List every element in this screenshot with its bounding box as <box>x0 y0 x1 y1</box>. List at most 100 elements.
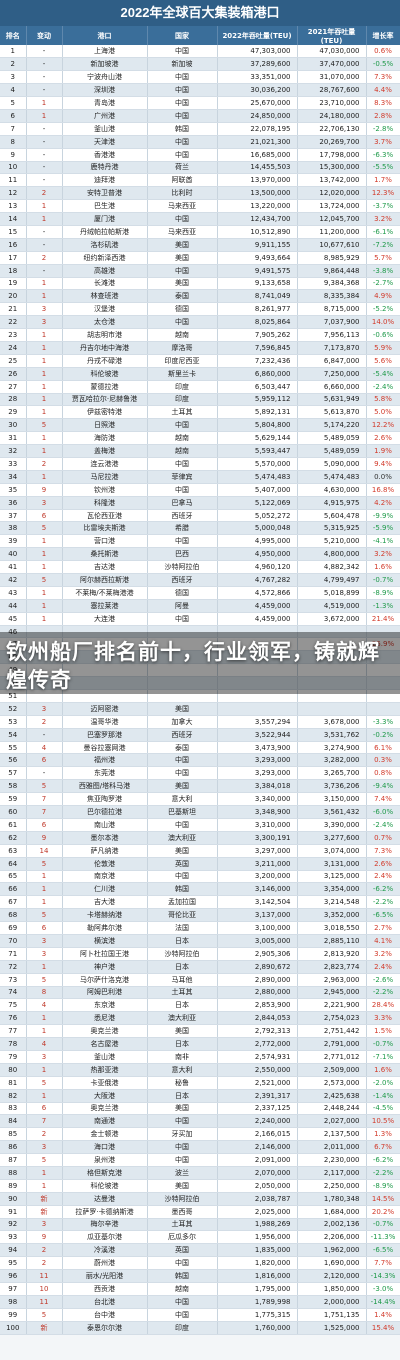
teu-2021-cell: 3,390,000 <box>297 818 367 832</box>
teu-2021-cell: 3,125,000 <box>297 870 367 884</box>
teu-2022-cell: 2,853,900 <box>217 998 298 1013</box>
country-cell: 法国 <box>147 921 218 935</box>
change-cell: 1 <box>26 1063 63 1077</box>
growth-cell: -0.5% <box>366 57 400 72</box>
port-cell <box>62 625 148 639</box>
change-cell: 1 <box>26 380 63 394</box>
change-cell: 2 <box>26 1127 63 1142</box>
growth-cell <box>366 702 400 716</box>
growth-cell: 1.6% <box>366 1063 400 1077</box>
rank-cell: 52 <box>0 702 27 716</box>
country-cell: 马来西亚 <box>147 225 218 239</box>
rank-cell: 44 <box>0 599 27 613</box>
rank-cell: 29 <box>0 405 27 420</box>
teu-2021-cell: 2,230,000 <box>297 1153 367 1167</box>
country-cell: 中国 <box>147 1114 218 1129</box>
teu-2021-cell: 5,489,059 <box>297 431 367 446</box>
column-header: 港口 <box>62 26 148 45</box>
rank-cell: 84 <box>0 1114 27 1129</box>
teu-2021-cell: 1,690,000 <box>297 1256 367 1271</box>
teu-2021-cell: 2,754,023 <box>297 1011 367 1026</box>
country-cell: 牙买加 <box>147 1127 218 1142</box>
rank-cell: 67 <box>0 895 27 910</box>
teu-2021-cell: 5,474,483 <box>297 470 367 484</box>
growth-cell: -5.5% <box>366 161 400 175</box>
country-cell: 西班牙 <box>147 573 218 587</box>
change-cell: 7 <box>26 805 63 819</box>
growth-cell: 5.0% <box>366 405 400 420</box>
port-cell: 林查班港 <box>62 289 148 304</box>
teu-2022-cell: 1,789,998 <box>217 1295 298 1309</box>
port-cell: 营口港 <box>62 534 148 549</box>
country-cell <box>147 676 218 691</box>
port-cell: 墨尔本港 <box>62 831 148 845</box>
teu-2022-cell: 3,005,000 <box>217 934 298 948</box>
change-cell: 2 <box>26 1256 63 1271</box>
teu-2022-cell: 1,988,269 <box>217 1218 298 1232</box>
table-row: 21 3 汉堡港 德国 8,261,977 8,715,000 -5.2% <box>0 302 400 317</box>
table-row: 27 1 蒙德拉港 印度 6,503,447 6,660,000 -2.4% <box>0 380 400 394</box>
teu-2021-cell: 2,425,638 <box>297 1089 367 1103</box>
teu-2022-cell: 4,995,000 <box>217 534 298 549</box>
teu-2022-cell: 12,434,700 <box>217 212 298 226</box>
change-cell: 6 <box>26 509 63 523</box>
port-cell: 横滨港 <box>62 934 148 948</box>
teu-2021-cell: 12,020,000 <box>297 186 367 201</box>
table-row: 33 2 连云港港 中国 5,570,000 5,090,000 9.4% <box>0 457 400 471</box>
teu-2022-cell: 3,293,000 <box>217 753 298 768</box>
growth-cell: -14.4% <box>366 1295 400 1309</box>
change-cell: 5 <box>26 1308 63 1322</box>
rank-cell: 5 <box>0 96 27 110</box>
rank-cell: 99 <box>0 1308 27 1322</box>
rank-cell: 41 <box>0 560 27 575</box>
growth-cell: 3.7% <box>366 135 400 149</box>
table-row: 23 1 胡志明市港 越南 7,905,262 7,956,113 -0.6% <box>0 328 400 342</box>
country-cell: 荷兰 <box>147 161 218 175</box>
teu-2021-cell: 6,847,000 <box>297 354 367 368</box>
teu-2021-cell: 6,660,000 <box>297 380 367 394</box>
teu-2022-cell: 2,905,306 <box>217 947 298 961</box>
rank-cell: 56 <box>0 753 27 768</box>
country-cell: 日本 <box>147 960 218 974</box>
table-row: 9- 香港港 中国 16,685,000 17,798,000 -6.3% <box>0 148 400 162</box>
teu-2022-cell: 9,133,658 <box>217 277 298 291</box>
rank-cell: 36 <box>0 496 27 510</box>
teu-2021-cell: 47,030,000 <box>297 45 367 59</box>
change-cell: 5 <box>26 521 63 536</box>
teu-2021-cell: 2,137,500 <box>297 1127 367 1142</box>
growth-cell: -2.2% <box>366 986 400 1000</box>
teu-2021-cell: 3,678,000 <box>297 715 367 729</box>
table-row: 13 1 巴生港 马来西亚 13,220,000 13,724,000 -3.7% <box>0 199 400 214</box>
port-cell: 达曼港 <box>62 1192 148 1206</box>
growth-cell: 0.0% <box>366 470 400 484</box>
rank-cell: 14 <box>0 212 27 226</box>
change-cell: 8 <box>26 986 63 1000</box>
port-cell: 塞拉莱港 <box>62 599 148 613</box>
teu-2021-cell: 7,037,900 <box>297 315 367 330</box>
growth-cell: -3.8% <box>366 264 400 278</box>
table-row: 64 5 伦敦港 英国 3,211,000 3,131,000 2.6% <box>0 857 400 871</box>
table-row: 62 9 墨尔本港 澳大利亚 3,300,191 3,277,600 0.7% <box>0 831 400 845</box>
port-cell: 安特卫普港 <box>62 186 148 201</box>
teu-2022-cell: 5,474,483 <box>217 470 298 484</box>
teu-2022-cell <box>217 650 298 665</box>
teu-2022-cell: 13,970,000 <box>217 173 298 188</box>
port-cell: 比雷埃夫斯港 <box>62 521 148 536</box>
teu-2022-cell: 6,503,447 <box>217 380 298 394</box>
country-cell: 希腊 <box>147 521 218 536</box>
country-cell: 哥伦比亚 <box>147 908 218 923</box>
growth-cell: -6.5% <box>366 908 400 923</box>
growth-cell: -2.2% <box>366 1166 400 1180</box>
teu-2021-cell: 2,885,110 <box>297 934 367 948</box>
rank-cell: 33 <box>0 457 27 471</box>
table-row: 59 7 焦亚陶罗港 意大利 3,340,000 3,150,000 7.4% <box>0 792 400 807</box>
table-row: 61 6 南山港 中国 3,310,000 3,390,000 -2.4% <box>0 818 400 832</box>
teu-2021-cell: 2,448,244 <box>297 1102 367 1116</box>
teu-2022-cell <box>217 663 298 678</box>
country-cell: 孟加拉国 <box>147 895 218 910</box>
country-cell: 泰国 <box>147 289 218 304</box>
table-row: 55 4 曼谷拉塞网港 泰国 3,473,900 3,274,900 6.1% <box>0 741 400 755</box>
table-row: 76 1 悉尼港 澳大利亚 2,844,053 2,754,023 3.3% <box>0 1011 400 1026</box>
teu-2021-cell: 9,864,448 <box>297 264 367 278</box>
teu-2022-cell: 4,459,000 <box>217 599 298 613</box>
